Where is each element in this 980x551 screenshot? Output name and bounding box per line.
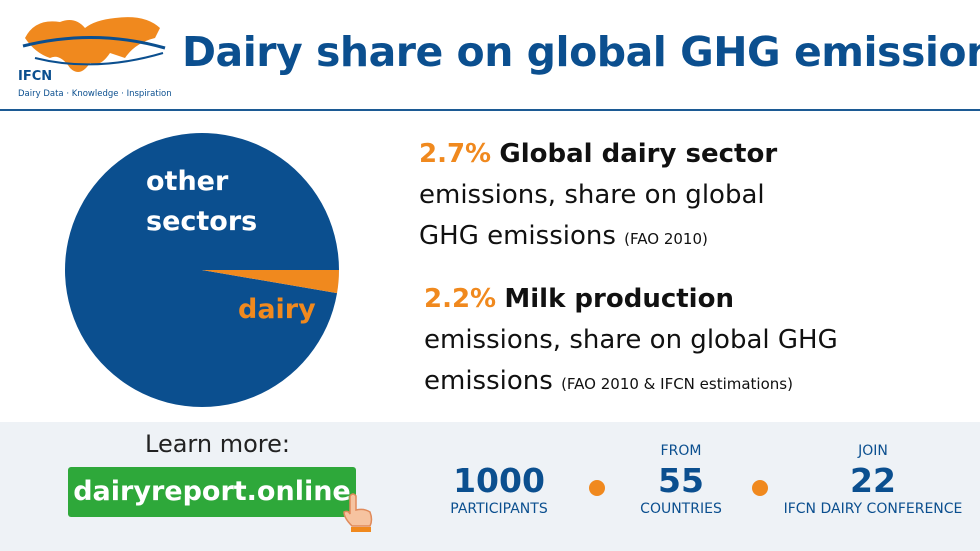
- separator-dot: [589, 480, 605, 496]
- slice-label: dairy: [238, 294, 316, 325]
- fact: 2.2% Milk production emissions, share on…: [424, 279, 874, 405]
- stat-pre: FROM: [660, 443, 702, 459]
- separator-dot: [752, 480, 768, 496]
- fact-source: (FAO 2010 & IFCN estimations): [561, 375, 793, 393]
- logo-tagline: Dairy Data · Knowledge · Inspiration: [18, 89, 172, 99]
- fact-text: emissions, share on global GHG emissions: [419, 180, 765, 251]
- fact-heading: Global dairy sector: [499, 139, 778, 169]
- stat: FROM 55 COUNTRIES: [571, 443, 791, 517]
- logo: IFCN Dairy Data · Knowledge · Inspiratio…: [18, 17, 172, 99]
- stat-label: PARTICIPANTS: [450, 501, 548, 517]
- pie-chart: [64, 133, 339, 407]
- stat-label: COUNTRIES: [640, 501, 722, 517]
- learn-more: Learn more:: [145, 430, 290, 458]
- stat: JOIN 22 IFCN DAIRY CONFERENCE: [763, 443, 980, 517]
- title: Dairy share on global GHG emissions: [182, 28, 980, 76]
- link-button[interactable]: dairyreport.online: [68, 467, 356, 517]
- fact-percent: 2.2%: [424, 284, 497, 314]
- stat-label: IFCN DAIRY CONFERENCE: [783, 501, 963, 517]
- fact-source: (FAO 2010): [624, 230, 708, 248]
- stat-number: 22: [850, 461, 896, 500]
- divider: [0, 109, 980, 111]
- stat: 1000 PARTICIPANTS: [389, 443, 609, 517]
- slice-label: other sectors: [146, 166, 258, 237]
- stat-number: 55: [658, 461, 704, 500]
- fact-text: emissions, share on global GHG emissions: [424, 325, 838, 396]
- hand-icon: [343, 493, 373, 532]
- pie-slice: [64, 133, 339, 407]
- fact: 2.7% Global dairy sector emissions, shar…: [419, 134, 799, 260]
- stat-number: 1000: [453, 461, 545, 500]
- fact-percent: 2.7%: [419, 139, 492, 169]
- logo-name: IFCN: [18, 69, 52, 84]
- stat-pre: JOIN: [858, 443, 888, 459]
- pie-slice: [202, 270, 339, 294]
- fact-heading: Milk production: [504, 284, 734, 314]
